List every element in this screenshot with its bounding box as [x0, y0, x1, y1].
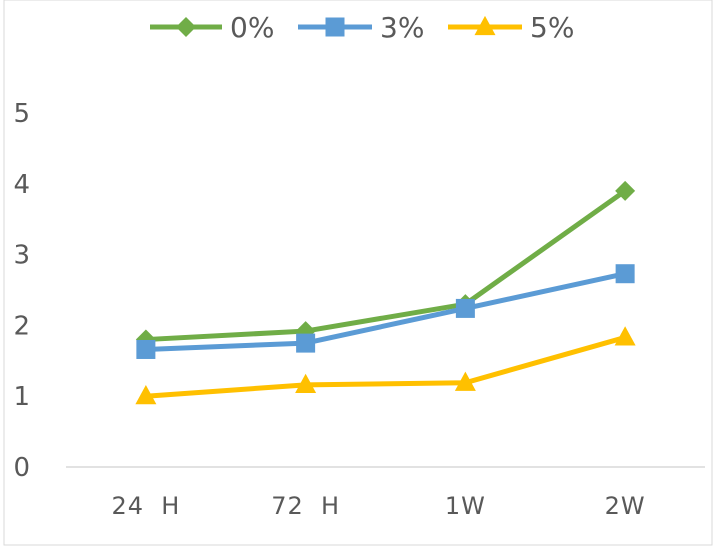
y-axis: 0 1 2 3 4 5: [13, 99, 30, 483]
x-tick-label: 72 H: [271, 492, 340, 520]
series-group: [135, 180, 636, 405]
series-line: [143, 188, 628, 343]
data-point: [136, 339, 156, 359]
chart-border: [3, 0, 713, 546]
data-point: [615, 180, 636, 201]
legend-marker: [176, 17, 196, 37]
data-point: [454, 371, 476, 391]
series-2: [135, 326, 636, 405]
data-point: [615, 264, 635, 284]
legend-label: 0%: [230, 11, 274, 44]
x-tick-label: 24 H: [111, 492, 180, 520]
legend-item: 5%: [448, 11, 574, 44]
y-tick-label: 2: [13, 311, 30, 341]
legend-marker: [325, 17, 345, 37]
data-point: [455, 298, 475, 318]
data-point: [135, 385, 157, 405]
legend-label: 5%: [530, 11, 574, 44]
y-tick-label: 0: [13, 453, 30, 483]
x-axis: 24 H 72 H 1W 2W: [66, 466, 705, 520]
series-1: [136, 264, 635, 359]
legend-item: 3%: [298, 11, 424, 44]
data-point: [295, 373, 317, 393]
legend-marker: [474, 15, 496, 36]
y-tick-label: 5: [13, 99, 30, 129]
y-tick-label: 3: [13, 241, 30, 271]
legend-label: 3%: [380, 11, 424, 44]
legend-item: 0%: [150, 11, 274, 44]
x-tick-label: 1W: [445, 492, 486, 520]
series-line: [143, 271, 628, 352]
y-tick-label: 4: [13, 170, 30, 200]
data-point: [296, 333, 316, 353]
data-point: [614, 326, 636, 346]
x-tick-label: 2W: [605, 492, 646, 520]
series-line: [143, 334, 628, 399]
legend: 0% 3% 5%: [150, 11, 574, 44]
y-tick-label: 1: [13, 382, 30, 412]
